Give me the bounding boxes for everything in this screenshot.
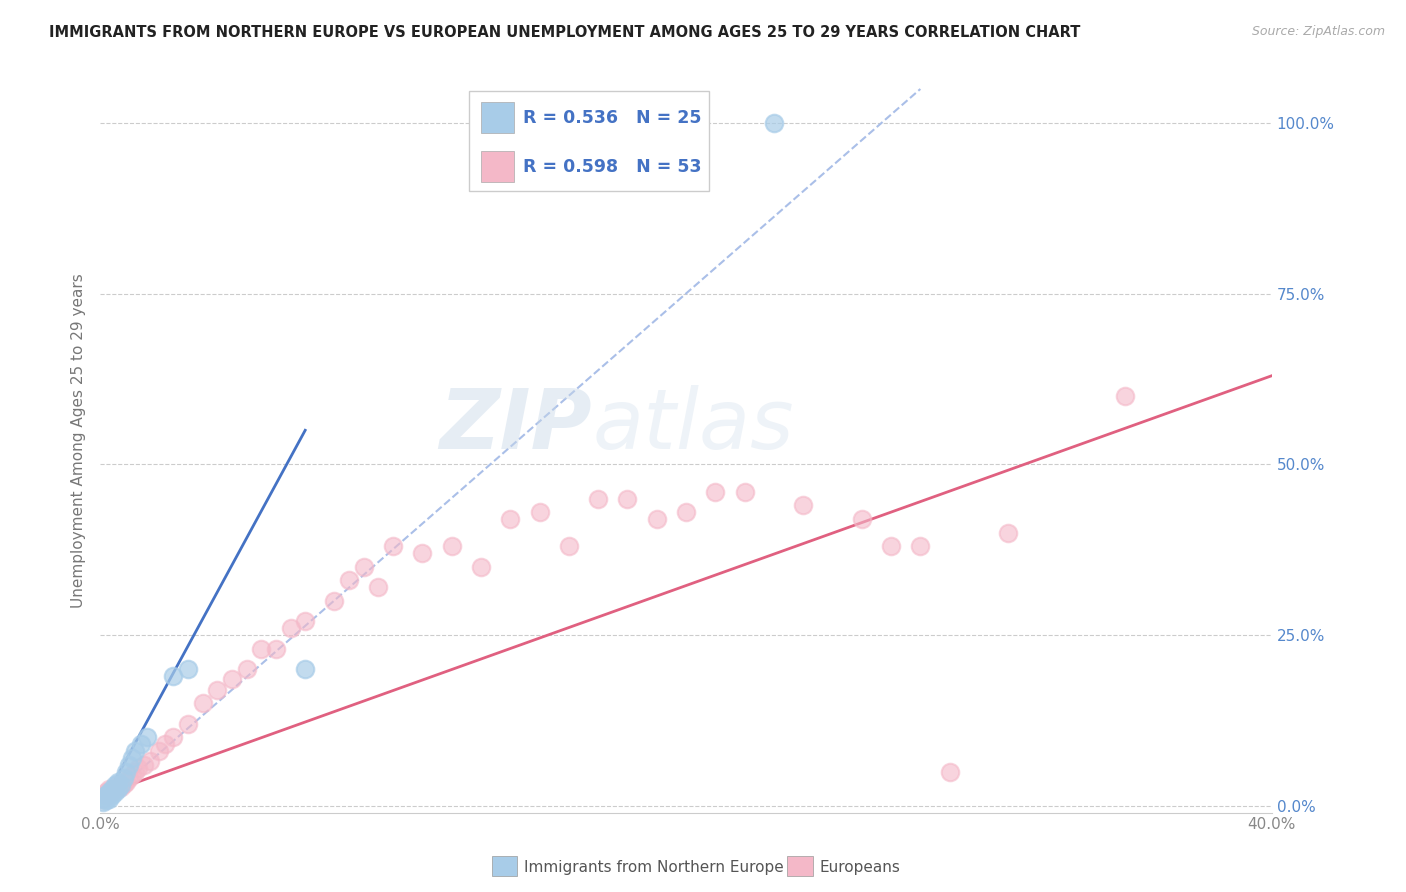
Point (851, 512, 873, 526)
Point (148, 744, 170, 758)
Point (97, 781, 120, 796)
Point (118, 772, 141, 786)
Point (264, 641, 287, 656)
Point (94, 789, 117, 803)
Point (616, 491, 638, 506)
Point (112, 777, 135, 791)
Point (499, 512, 522, 526)
Point (997, 525, 1019, 540)
Point (127, 761, 149, 775)
Point (337, 574, 360, 588)
Text: R = 0.598   N = 53: R = 0.598 N = 53 (523, 158, 702, 176)
Point (118, 757, 141, 772)
Point (129, 737, 152, 751)
Point (221, 673, 243, 687)
Point (121, 751, 143, 765)
Point (910, 539, 932, 553)
Point (280, 621, 302, 635)
Point (162, 731, 184, 745)
Point (136, 731, 159, 745)
Text: atlas: atlas (592, 385, 794, 467)
Point (323, 594, 346, 608)
Point (353, 559, 375, 574)
Point (94, 785, 117, 799)
Point (191, 696, 214, 710)
Point (177, 716, 200, 731)
Point (132, 757, 155, 772)
Point (938, 764, 960, 779)
Point (529, 505, 551, 519)
Text: ZIP: ZIP (440, 385, 592, 467)
Point (107, 781, 129, 796)
Point (97, 792, 120, 806)
Y-axis label: Unemployment Among Ages 25 to 29 years: Unemployment Among Ages 25 to 29 years (72, 273, 86, 608)
FancyBboxPatch shape (470, 91, 710, 191)
Point (762, 116, 785, 130)
Point (104, 785, 127, 799)
Point (124, 764, 146, 779)
Point (382, 539, 405, 553)
Point (112, 772, 135, 786)
Text: Immigrants from Northern Europe: Immigrants from Northern Europe (524, 861, 785, 875)
Point (91, 792, 114, 806)
Point (162, 669, 184, 683)
Point (177, 662, 200, 676)
Text: R = 0.536   N = 25: R = 0.536 N = 25 (523, 109, 702, 127)
Point (440, 539, 463, 553)
Point (124, 744, 146, 758)
Point (104, 781, 127, 796)
Point (411, 546, 433, 560)
Point (294, 615, 316, 629)
Point (101, 785, 124, 799)
Point (94, 793, 117, 807)
Point (734, 484, 756, 499)
Point (104, 778, 127, 792)
Point (558, 539, 581, 553)
Text: Source: ZipAtlas.com: Source: ZipAtlas.com (1251, 25, 1385, 38)
Bar (481, 102, 513, 133)
Point (121, 768, 143, 782)
Point (115, 774, 138, 789)
Point (294, 662, 316, 676)
Point (1114, 389, 1136, 403)
Point (470, 559, 492, 574)
Point (250, 641, 273, 656)
Point (110, 780, 132, 794)
Point (367, 580, 389, 594)
Point (107, 774, 129, 789)
Text: IMMIGRANTS FROM NORTHERN EUROPE VS EUROPEAN UNEMPLOYMENT AMONG AGES 25 TO 29 YEA: IMMIGRANTS FROM NORTHERN EUROPE VS EUROP… (49, 25, 1081, 40)
Point (645, 512, 668, 526)
Point (101, 789, 124, 803)
Point (101, 781, 124, 796)
Bar (481, 151, 513, 182)
Point (91, 792, 114, 806)
Point (704, 484, 727, 499)
Point (139, 755, 162, 769)
Point (91, 795, 114, 809)
Point (675, 129, 697, 144)
Point (115, 764, 138, 779)
Point (107, 778, 129, 792)
Point (792, 499, 814, 513)
Point (675, 505, 697, 519)
Point (97, 785, 120, 799)
Point (207, 682, 229, 697)
Point (153, 737, 176, 751)
Text: Europeans: Europeans (820, 861, 901, 875)
Point (235, 662, 257, 676)
Point (880, 539, 903, 553)
Point (97, 789, 120, 803)
Point (110, 778, 132, 792)
Point (94, 789, 117, 803)
Point (586, 491, 609, 506)
